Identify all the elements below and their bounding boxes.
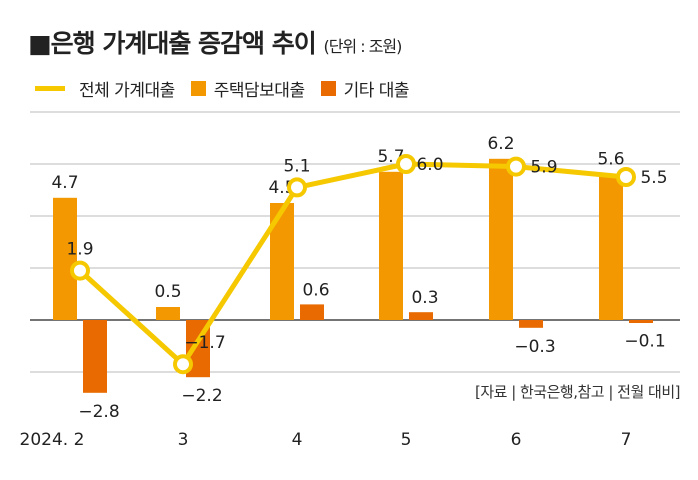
bar-mortgage (379, 171, 403, 320)
legend-label-mortgage: 주택담보대출 (213, 81, 305, 101)
label-total: 6.0 (416, 155, 443, 175)
unit-label: (단위 : 조원) (323, 37, 402, 56)
bar-mortgage (489, 158, 513, 320)
legend-label-total: 전체 가계대출 (79, 81, 175, 101)
bar-other (83, 320, 107, 393)
legend-label-other: 기타 대출 (343, 81, 410, 101)
legend-swatch-other (320, 81, 336, 96)
point-total (506, 156, 526, 177)
bar-mortgage (156, 307, 180, 320)
label-other: 0.3 (411, 288, 438, 308)
title-text: ■은행 가계대출 증감액 추이 (28, 29, 317, 58)
point-total (396, 154, 416, 174)
label-mortgage: 4.7 (51, 173, 78, 193)
legend: 전체 가계대출 주택담보대출 기타 대출 (35, 76, 410, 101)
label-mortgage: 6.2 (487, 134, 514, 154)
bar-other (519, 320, 543, 328)
legend-swatch-total (35, 86, 65, 91)
label-total: −1.7 (184, 333, 225, 353)
point-total (70, 260, 90, 281)
x-tick-label: 4 (292, 430, 303, 450)
bar-other (409, 312, 433, 320)
label-other: −2.2 (181, 386, 222, 406)
point-total (616, 167, 636, 187)
bar-mortgage (53, 197, 77, 320)
label-other: −0.3 (514, 337, 555, 357)
bar-other (629, 320, 653, 323)
label-total: 5.5 (640, 168, 667, 188)
label-mortgage: 0.5 (154, 282, 181, 302)
x-tick-label: 7 (621, 430, 632, 450)
x-tick-label: 2024. 2 (20, 430, 85, 450)
point-total (287, 177, 307, 198)
label-other: −0.1 (624, 332, 665, 352)
label-total: 5.1 (283, 156, 310, 176)
x-tick-label: 6 (511, 430, 522, 450)
legend-swatch-mortgage (190, 81, 206, 96)
line-total (78, 161, 627, 367)
chart-title: ■은행 가계대출 증감액 추이 (단위 : 조원) (28, 24, 402, 60)
label-total: 5.9 (530, 158, 557, 178)
bar-mortgage (599, 174, 623, 320)
label-other: −2.8 (78, 402, 119, 422)
label-other: 0.6 (302, 280, 329, 300)
point-total (173, 354, 193, 375)
x-tick-label: 5 (401, 430, 412, 450)
source-note: [자료 | 한국은행,참고 | 전월 대비] (474, 383, 681, 401)
label-total: 1.9 (66, 240, 93, 260)
bar-other (300, 304, 324, 320)
label-mortgage: 5.6 (597, 149, 624, 169)
x-tick-label: 3 (178, 430, 189, 450)
